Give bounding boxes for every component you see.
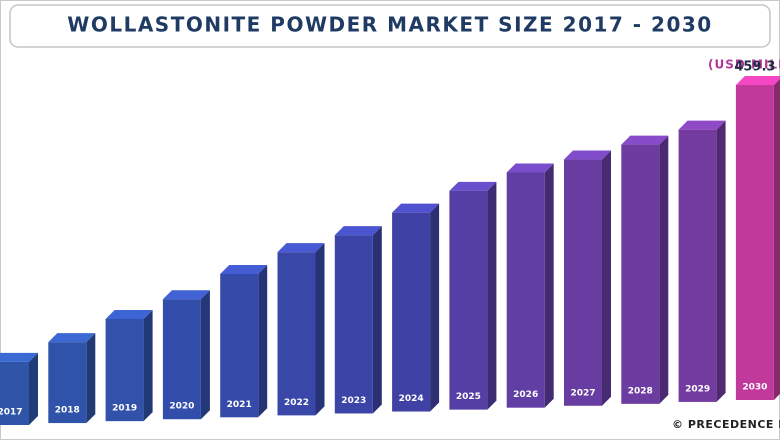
x-tick-label: 2020 [169, 402, 194, 412]
bar-side [602, 150, 611, 406]
bar-top [220, 264, 268, 274]
x-tick-label: 2017 [0, 408, 23, 418]
bar-top [105, 309, 153, 319]
title-box [9, 4, 771, 48]
bar-side [29, 352, 38, 425]
bar [162, 299, 201, 420]
x-tick-label: 2028 [628, 386, 653, 396]
bar [735, 85, 774, 400]
bar-side [143, 309, 153, 422]
bar-group: 2026 [506, 163, 554, 408]
bar-group: 2024 [392, 203, 440, 412]
bar-group: 2019 [105, 309, 153, 422]
bar-group: 2029 [678, 120, 726, 402]
bar [105, 318, 144, 422]
bar-top [506, 163, 554, 173]
source: © PRECEDENCE RESEARCH [672, 418, 780, 431]
x-tick-label: 2025 [456, 392, 481, 402]
bar-side [372, 226, 382, 414]
x-tick-label: 2030 [742, 383, 767, 393]
bar-group: 2021 [220, 264, 268, 418]
bar-side [200, 290, 210, 420]
bar [0, 361, 29, 425]
bar [277, 252, 316, 416]
bar-top [678, 120, 726, 130]
bar-top [449, 181, 497, 191]
bar-group: 2018 [48, 333, 96, 424]
bar-side [544, 163, 554, 408]
bar-top [564, 150, 611, 160]
bar-side [86, 333, 96, 424]
value-label: 459.3 [734, 60, 775, 75]
bar [506, 172, 545, 408]
bar-group: 2027 [564, 150, 611, 406]
bar [678, 129, 717, 402]
bar [334, 235, 373, 414]
x-tick-label: 2029 [685, 384, 710, 394]
bar-group: 2022 [277, 243, 325, 416]
x-tick-label: 2019 [112, 404, 137, 414]
bar [48, 342, 87, 424]
bar-side [430, 203, 440, 412]
bar-top [162, 290, 210, 300]
unit-label: (USD MILLION) [708, 58, 780, 72]
bar-group: 2020 [162, 290, 210, 420]
bar-top [735, 76, 780, 85]
bar [449, 190, 488, 410]
bar-side [258, 264, 268, 418]
bar-side [487, 181, 497, 410]
bar-group: 2017 [0, 352, 38, 425]
bar-side [315, 243, 325, 416]
bar-group: 2025 [449, 181, 497, 410]
x-tick-label: 2024 [399, 394, 424, 404]
bar-top [334, 226, 382, 236]
x-tick-label: 2018 [55, 406, 80, 416]
bar-group: 2030 [735, 76, 780, 400]
bar [392, 212, 431, 412]
bar-top [392, 203, 440, 213]
x-tick-label: 2026 [513, 390, 538, 400]
bar-top [277, 243, 325, 253]
bar-group: 2023 [334, 226, 382, 414]
bar-group: 2028 [621, 135, 669, 404]
bar [621, 144, 660, 404]
bar [220, 273, 259, 418]
bar-top [621, 135, 669, 145]
bar-side [716, 120, 726, 402]
x-tick-label: 2021 [227, 400, 252, 410]
x-tick-label: 2023 [341, 396, 366, 406]
x-tick-label: 2022 [284, 398, 309, 408]
bar-side [773, 78, 780, 400]
bar-top [0, 352, 38, 362]
bar [564, 159, 602, 406]
bar-top [48, 333, 96, 343]
x-tick-label: 2027 [570, 388, 595, 398]
bar-side [659, 135, 669, 404]
chart-title: WOLLASTONITE POWDER MARKET SIZE 2017 - 2… [67, 13, 712, 37]
